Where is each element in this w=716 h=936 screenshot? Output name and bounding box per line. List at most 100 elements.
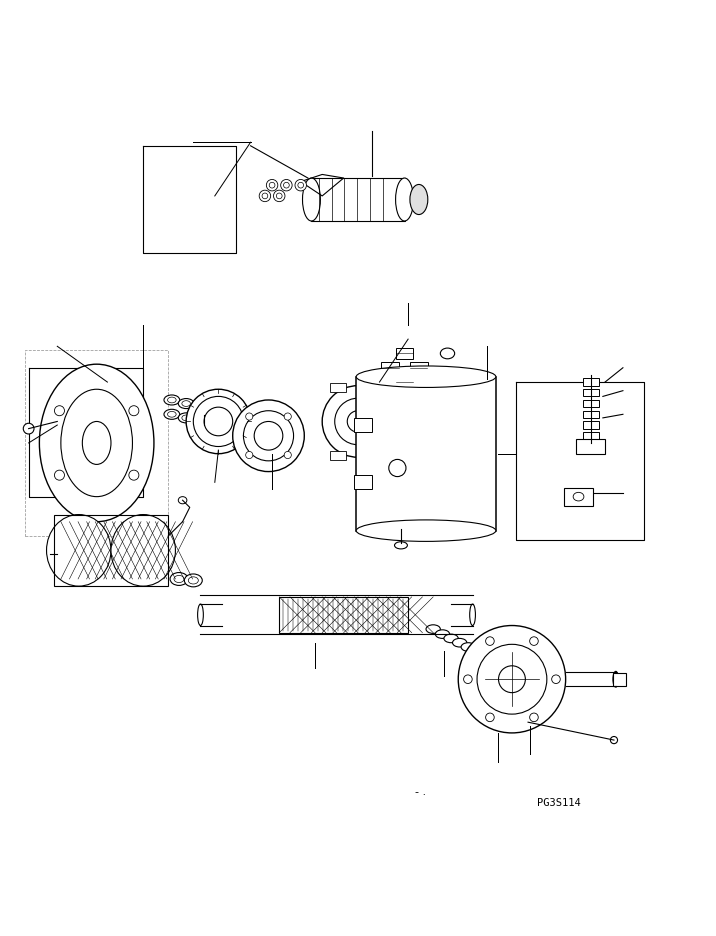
Circle shape	[262, 193, 268, 198]
Bar	[583, 432, 599, 439]
Ellipse shape	[440, 348, 455, 358]
Ellipse shape	[426, 625, 440, 634]
Ellipse shape	[198, 406, 211, 415]
Ellipse shape	[39, 364, 154, 521]
Ellipse shape	[186, 389, 251, 454]
Ellipse shape	[170, 573, 188, 585]
Circle shape	[298, 183, 304, 188]
Ellipse shape	[82, 421, 111, 464]
Ellipse shape	[322, 386, 394, 458]
Circle shape	[464, 675, 473, 683]
Ellipse shape	[410, 184, 427, 214]
Circle shape	[274, 190, 285, 201]
Polygon shape	[301, 174, 344, 196]
Circle shape	[530, 636, 538, 646]
Ellipse shape	[573, 492, 584, 501]
Circle shape	[259, 190, 271, 201]
Bar	[395, 376, 414, 388]
Ellipse shape	[243, 411, 294, 461]
Ellipse shape	[233, 400, 304, 472]
Ellipse shape	[498, 665, 526, 693]
Bar	[583, 421, 599, 429]
Circle shape	[485, 713, 494, 722]
Ellipse shape	[174, 576, 184, 582]
Circle shape	[284, 183, 289, 188]
Circle shape	[295, 180, 306, 191]
Ellipse shape	[357, 366, 495, 388]
Ellipse shape	[477, 644, 547, 714]
Bar	[576, 439, 605, 454]
Bar	[330, 451, 347, 460]
Circle shape	[54, 405, 64, 416]
Text: PG3S114: PG3S114	[537, 798, 581, 808]
Ellipse shape	[47, 515, 111, 586]
Bar	[583, 411, 599, 417]
Bar	[410, 362, 428, 373]
Circle shape	[54, 470, 64, 480]
Ellipse shape	[395, 542, 407, 548]
Bar	[369, 451, 385, 460]
Ellipse shape	[444, 634, 458, 643]
Ellipse shape	[182, 401, 190, 406]
Ellipse shape	[61, 389, 132, 497]
Ellipse shape	[347, 411, 369, 432]
Bar	[583, 378, 599, 386]
Bar	[331, 383, 347, 391]
Ellipse shape	[23, 423, 34, 434]
Ellipse shape	[458, 625, 566, 733]
Ellipse shape	[335, 398, 381, 445]
Bar	[583, 389, 599, 397]
Circle shape	[269, 183, 275, 188]
Bar	[354, 417, 372, 432]
Bar	[311, 178, 405, 221]
Ellipse shape	[193, 397, 243, 446]
Bar	[354, 475, 372, 490]
Ellipse shape	[178, 399, 194, 409]
Ellipse shape	[185, 574, 203, 587]
Bar	[54, 515, 168, 586]
Ellipse shape	[182, 415, 190, 421]
Ellipse shape	[610, 737, 617, 744]
Circle shape	[284, 451, 291, 459]
Ellipse shape	[453, 638, 467, 647]
Circle shape	[266, 180, 278, 191]
Circle shape	[530, 713, 538, 722]
Bar	[564, 488, 593, 505]
Bar	[357, 376, 495, 531]
Text: - .: - .	[415, 787, 427, 797]
Circle shape	[389, 460, 406, 476]
Ellipse shape	[168, 412, 176, 417]
Ellipse shape	[178, 497, 187, 504]
Bar	[583, 400, 599, 407]
Ellipse shape	[204, 407, 233, 436]
Ellipse shape	[613, 671, 619, 687]
Circle shape	[276, 193, 282, 198]
Ellipse shape	[198, 604, 203, 625]
Circle shape	[284, 413, 291, 420]
Circle shape	[485, 636, 494, 646]
Circle shape	[281, 180, 292, 191]
Ellipse shape	[111, 515, 175, 586]
Ellipse shape	[164, 409, 180, 419]
Bar	[369, 383, 385, 391]
Bar	[381, 362, 400, 373]
Circle shape	[129, 470, 139, 480]
Circle shape	[551, 675, 560, 683]
Ellipse shape	[164, 395, 180, 405]
Ellipse shape	[254, 421, 283, 450]
Ellipse shape	[178, 413, 194, 423]
Ellipse shape	[302, 178, 320, 221]
Ellipse shape	[168, 397, 176, 402]
Ellipse shape	[461, 643, 475, 651]
Bar	[279, 597, 408, 633]
Bar	[613, 673, 626, 686]
Circle shape	[246, 413, 253, 420]
Bar	[395, 348, 414, 358]
Circle shape	[129, 405, 139, 416]
Ellipse shape	[357, 519, 495, 541]
Ellipse shape	[395, 178, 414, 221]
Ellipse shape	[188, 577, 198, 584]
Ellipse shape	[470, 604, 475, 625]
Circle shape	[246, 451, 253, 459]
Ellipse shape	[435, 630, 450, 638]
